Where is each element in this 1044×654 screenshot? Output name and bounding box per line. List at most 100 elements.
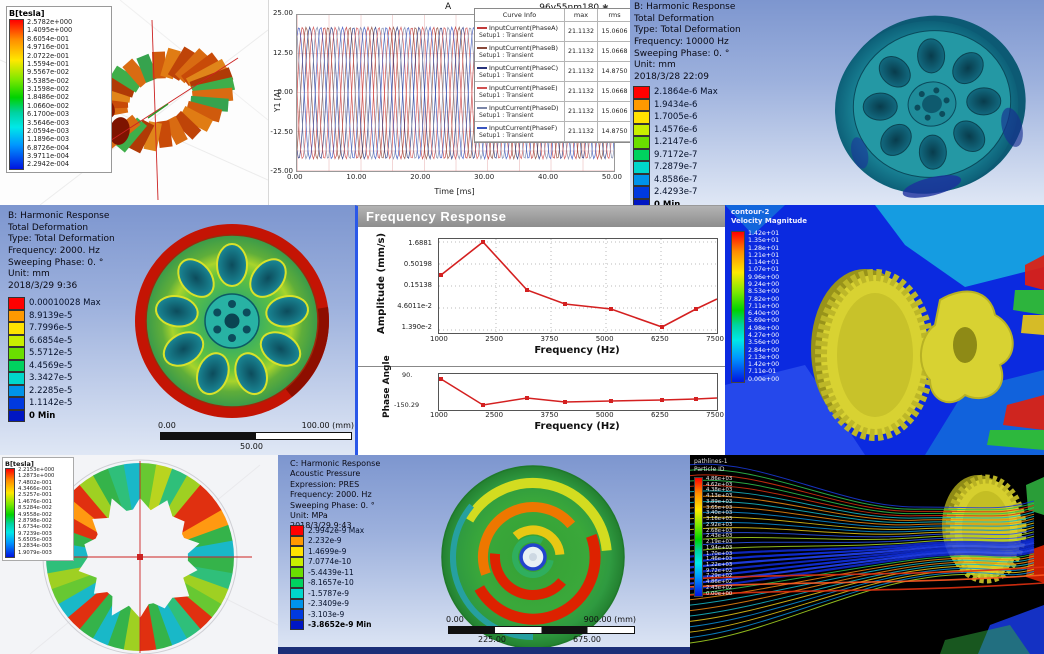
legend-row: 2.2285e-5 <box>8 384 101 397</box>
phase-y-label: Phase Angle <box>382 355 392 418</box>
legend-row: 4.4569e-5 <box>8 359 101 372</box>
legend-row: 4.8586e-7 <box>633 173 718 186</box>
legend-value: 3.5646e-003 <box>27 118 70 127</box>
legend-band <box>290 619 304 630</box>
panel-acoustic-pressure-disc: C: Harmonic Response Acoustic Pressure Exp… <box>278 455 690 654</box>
legend-value: 4.3466e-001 <box>18 486 52 493</box>
header-line: Total Deformation <box>8 222 89 233</box>
header-line: Sweeping Phase: 0. ° <box>634 48 730 59</box>
tick-label: 6250 <box>650 335 669 343</box>
legend-values: 1.42e+01 1.35e+01 1.28e+01 1.21e+01 1.14e+01… <box>748 230 780 383</box>
legend-value: 3.9711e-004 <box>27 152 70 160</box>
series-rms: 14.8750 <box>601 68 628 75</box>
corner-label: A <box>445 2 452 12</box>
series-color-swatch <box>477 47 487 49</box>
legend-band <box>290 567 304 578</box>
legend-row: -5.4439e-11 <box>290 567 371 578</box>
legend-band <box>290 556 304 567</box>
legend-value: 1.4699e-9 <box>308 546 347 556</box>
legend-value: 1.28e+01 <box>748 244 780 252</box>
legend-band <box>290 588 304 599</box>
legend-value: 1.14e+01 <box>748 259 780 267</box>
legend-value: 2.4293e-7 <box>654 187 698 198</box>
series-name: InputCurrent(PhaseE) <box>489 84 558 92</box>
series-name: InputCurrent(PhaseF) <box>489 124 558 132</box>
legend-value: 7.0774e-10 <box>308 557 352 567</box>
legend-value: 1.6734e-002 <box>18 524 52 531</box>
legend-value: 0 Min <box>29 410 56 421</box>
tick-label: 1000 <box>430 411 448 419</box>
phase-y-tick-top: 90. <box>402 371 413 379</box>
panel-pathlines-particle-trace: pathlines-1 Particle ID 4.86e+03 4.62e+03… <box>690 455 1044 654</box>
series-max: 21.1132 <box>565 82 598 101</box>
tick-label: 12.50 <box>272 48 293 57</box>
tick-label: 2500 <box>485 411 504 419</box>
velocity-legend: 1.42e+01 1.35e+01 1.28e+01 1.21e+01 1.14e+01… <box>731 230 780 383</box>
legend-row: 7.0774e-10 <box>290 556 371 567</box>
legend-row: 2.232e-9 <box>290 535 371 546</box>
legend-row: 2.4293e-7 <box>633 186 718 199</box>
result-header: B: Harmonic Response Total Deformation Typ… <box>8 211 115 293</box>
legend-value: 2.0594e-003 <box>27 126 70 135</box>
header-line: Frequency: 2000. Hz <box>8 246 100 257</box>
tick-label: 1000 <box>430 335 448 343</box>
legend-band <box>8 359 25 372</box>
legend-value: 6.6854e-5 <box>29 335 73 346</box>
tick-label: 0.15138 <box>403 281 432 289</box>
scale-ruler-mid-label: 50.00 <box>240 442 263 451</box>
header-line: Type: Total Deformation <box>8 234 115 245</box>
legend-row: 0 Min <box>633 198 718 205</box>
legend-value: 8.6054e-001 <box>27 34 70 43</box>
phase-x-ticks: 1000 2500 3750 5000 6250 7500 <box>430 411 724 419</box>
header-line: B: Harmonic Response <box>8 211 110 221</box>
gear-model <box>942 474 1027 584</box>
legend-value: 1.9079e-003 <box>18 549 52 556</box>
legend-value: 1.2873e+000 <box>18 473 55 480</box>
legend-value: 2.232e-9 <box>308 536 342 546</box>
header-line: Sweeping Phase: 0. ° <box>290 500 375 510</box>
table-row: InputCurrent(PhaseB) Setup1 : Transient … <box>475 42 631 62</box>
legend-value: 7.11e-01 <box>748 368 777 376</box>
legend-value: 3.1598e-002 <box>27 85 70 93</box>
tick-label: -12.50 <box>270 127 293 136</box>
series-max: 21.1132 <box>565 102 598 121</box>
legend-row: -2.3409e-9 <box>290 598 371 609</box>
legend-value: 5.5712e-5 <box>29 348 73 359</box>
header-line: Frequency: 2000. Hz <box>290 490 372 500</box>
legend-row: 0.00010028 Max <box>8 297 101 310</box>
field-legend: B[tesla] 2.5782e+000 1.4095e+000 8.6054e-0… <box>6 6 112 173</box>
legend-value: 2.13e+00 <box>748 353 780 361</box>
legend-row: 6.6854e-5 <box>8 334 101 347</box>
coordinate-axis-line <box>151 19 159 201</box>
series-name: InputCurrent(PhaseA) <box>489 24 558 32</box>
series-name: InputCurrent(PhaseD) <box>489 104 559 112</box>
wheel-deformation-model <box>135 224 329 418</box>
plot-title-icon: ✱ <box>602 3 609 12</box>
legend-value: 3.89e+03 <box>706 498 733 505</box>
tick-label: 5000 <box>595 411 614 419</box>
legend-value: 1.94e+03 <box>706 544 733 551</box>
series-rms: 15.0668 <box>601 88 628 95</box>
window-titlebar[interactable]: Frequency Response <box>358 206 725 227</box>
legend-value: 7.82e+00 <box>748 295 780 303</box>
series-setup: Setup1 : Transient <box>479 32 534 39</box>
legend-value: 4.9558e-002 <box>18 511 52 518</box>
legend-value: 2.0722e-001 <box>27 51 70 60</box>
tick-label: 3750 <box>540 335 559 343</box>
legend-value: 4.86e+02 <box>706 579 733 586</box>
amplitude-x-label: Frequency (Hz) <box>534 345 620 356</box>
y-axis-ticks: 25.00 12.50 0.00 -12.50 -25.00 <box>269 9 293 175</box>
legend-value: 1.1142e-5 <box>29 398 73 409</box>
legend-value: 1.21e+01 <box>748 251 780 259</box>
legend-value: 7.7996e-5 <box>29 323 73 334</box>
legend-row: 5.5712e-5 <box>8 347 101 360</box>
plot-separator <box>358 366 725 367</box>
header-line: 2018/3/29 9:36 <box>8 281 78 292</box>
legend-value: 4.62e+03 <box>706 481 733 488</box>
series-max: 21.1132 <box>565 122 598 141</box>
legend-band <box>633 98 650 111</box>
legend-value: 6.40e+00 <box>748 310 780 318</box>
legend-value: 7.2879e-7 <box>654 162 698 173</box>
legend-value: 1.42e+01 <box>748 230 780 237</box>
